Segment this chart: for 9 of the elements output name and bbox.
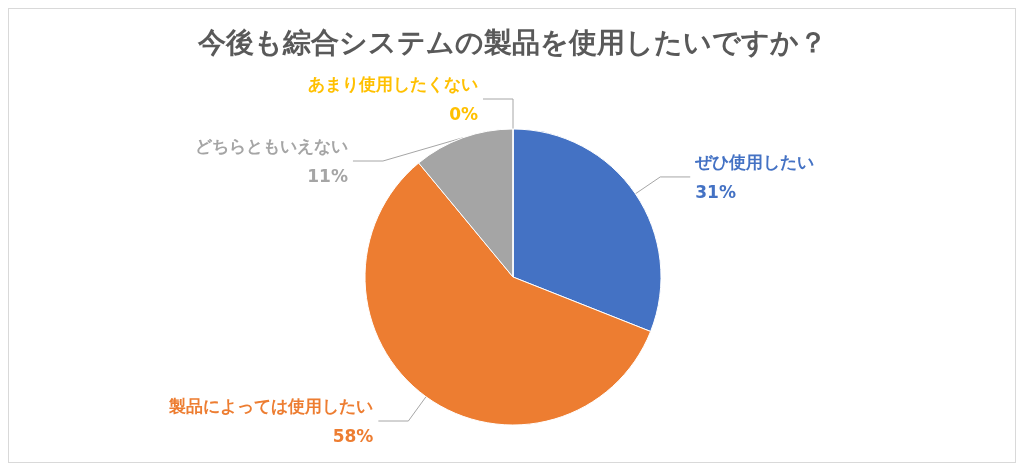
category-label: あまり使用したくない <box>308 74 478 94</box>
slice-label: 製品によっては使用したい <box>168 396 374 417</box>
slice-label: どちらともいえない <box>194 136 348 156</box>
slice-label: ぜひ使用したい <box>694 151 815 172</box>
data-label: 31% <box>695 181 736 202</box>
text: 0% <box>449 104 478 124</box>
data-label: 11% <box>307 166 348 186</box>
data-label: 58% <box>332 426 374 447</box>
chart-title: 今後も綜合システムの製品を使用したいですか？ <box>196 25 827 59</box>
